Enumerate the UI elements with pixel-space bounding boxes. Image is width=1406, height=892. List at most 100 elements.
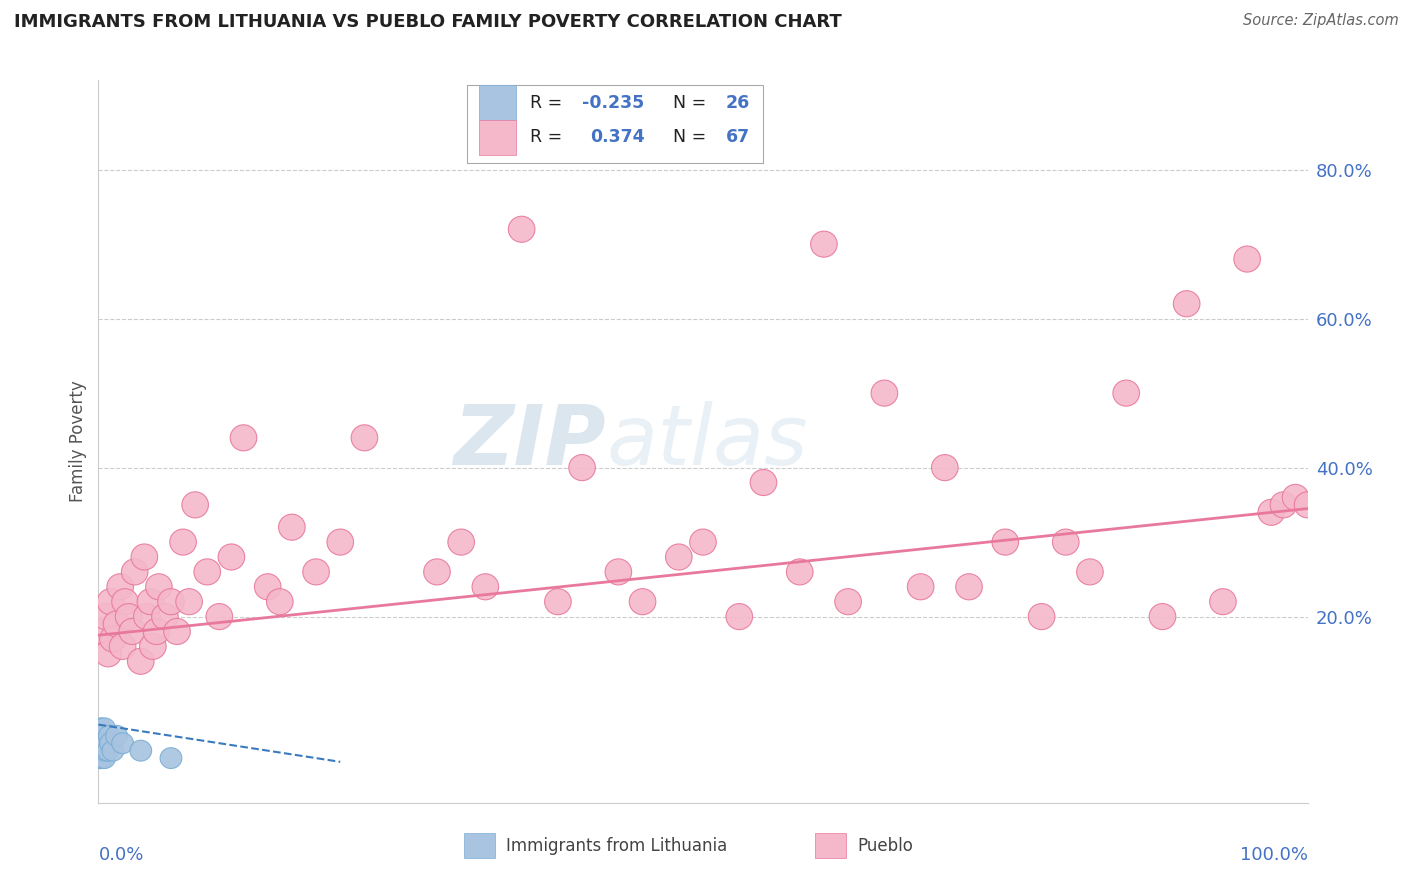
Ellipse shape [1258, 500, 1285, 525]
Ellipse shape [128, 648, 155, 674]
FancyBboxPatch shape [479, 86, 516, 120]
Ellipse shape [278, 514, 305, 541]
Ellipse shape [91, 740, 112, 761]
Ellipse shape [267, 589, 292, 615]
Ellipse shape [89, 740, 111, 761]
Ellipse shape [131, 544, 157, 570]
Ellipse shape [110, 633, 136, 659]
Ellipse shape [94, 733, 115, 754]
Ellipse shape [181, 491, 208, 518]
Ellipse shape [103, 611, 129, 637]
Ellipse shape [98, 725, 120, 747]
Ellipse shape [872, 380, 897, 406]
Ellipse shape [103, 740, 124, 761]
Ellipse shape [129, 740, 152, 761]
Ellipse shape [993, 529, 1018, 555]
Ellipse shape [1028, 604, 1054, 630]
Ellipse shape [93, 733, 114, 754]
Ellipse shape [121, 559, 148, 585]
Ellipse shape [93, 604, 120, 630]
FancyBboxPatch shape [479, 120, 516, 154]
Y-axis label: Family Poverty: Family Poverty [69, 381, 87, 502]
Ellipse shape [93, 740, 114, 761]
Ellipse shape [690, 529, 716, 555]
Ellipse shape [1282, 484, 1309, 510]
Ellipse shape [139, 633, 166, 659]
Ellipse shape [163, 618, 190, 645]
Ellipse shape [231, 425, 257, 450]
Text: 26: 26 [725, 94, 751, 112]
Ellipse shape [111, 733, 134, 754]
Ellipse shape [423, 559, 450, 585]
Ellipse shape [569, 455, 595, 481]
Ellipse shape [100, 626, 127, 652]
Ellipse shape [509, 216, 534, 243]
Ellipse shape [94, 740, 117, 761]
Ellipse shape [194, 559, 221, 585]
Ellipse shape [328, 529, 353, 555]
Ellipse shape [89, 725, 111, 747]
Ellipse shape [302, 559, 329, 585]
Ellipse shape [218, 544, 245, 570]
Ellipse shape [97, 589, 124, 615]
Ellipse shape [786, 559, 813, 585]
Ellipse shape [665, 544, 692, 570]
Ellipse shape [90, 718, 111, 739]
Ellipse shape [932, 455, 957, 481]
Ellipse shape [143, 618, 170, 645]
Ellipse shape [152, 604, 179, 630]
Text: atlas: atlas [606, 401, 808, 482]
Ellipse shape [90, 747, 111, 769]
Text: R =: R = [530, 94, 568, 112]
Ellipse shape [94, 747, 115, 769]
Ellipse shape [91, 618, 118, 645]
Ellipse shape [1234, 246, 1260, 272]
Ellipse shape [207, 604, 232, 630]
Ellipse shape [115, 604, 142, 630]
Ellipse shape [605, 559, 631, 585]
Ellipse shape [1053, 529, 1078, 555]
Ellipse shape [725, 604, 752, 630]
Ellipse shape [1174, 291, 1199, 317]
Ellipse shape [94, 640, 121, 667]
Text: 0.0%: 0.0% [98, 847, 143, 864]
Ellipse shape [1149, 604, 1175, 630]
Ellipse shape [1270, 491, 1296, 518]
Text: Pueblo: Pueblo [858, 837, 914, 855]
Ellipse shape [146, 574, 172, 599]
Text: 0.374: 0.374 [591, 128, 645, 146]
Text: ZIP: ZIP [454, 401, 606, 482]
Ellipse shape [96, 733, 118, 754]
Ellipse shape [90, 733, 111, 754]
Ellipse shape [111, 589, 138, 615]
Ellipse shape [89, 747, 111, 769]
Ellipse shape [1077, 559, 1104, 585]
Text: Immigrants from Lithuania: Immigrants from Lithuania [506, 837, 727, 855]
Ellipse shape [107, 574, 134, 599]
Ellipse shape [170, 529, 197, 555]
FancyBboxPatch shape [467, 86, 763, 163]
Ellipse shape [835, 589, 862, 615]
Ellipse shape [352, 425, 378, 450]
Text: -0.235: -0.235 [582, 94, 644, 112]
Text: N =: N = [672, 128, 711, 146]
Ellipse shape [89, 733, 111, 754]
Ellipse shape [630, 589, 655, 615]
Ellipse shape [176, 589, 202, 615]
Ellipse shape [90, 740, 111, 761]
Ellipse shape [100, 733, 121, 754]
Ellipse shape [91, 747, 112, 769]
Ellipse shape [105, 725, 128, 747]
Ellipse shape [120, 618, 146, 645]
Ellipse shape [544, 589, 571, 615]
Text: IMMIGRANTS FROM LITHUANIA VS PUEBLO FAMILY POVERTY CORRELATION CHART: IMMIGRANTS FROM LITHUANIA VS PUEBLO FAMI… [14, 13, 842, 31]
Ellipse shape [956, 574, 983, 599]
Text: Source: ZipAtlas.com: Source: ZipAtlas.com [1243, 13, 1399, 29]
Ellipse shape [907, 574, 934, 599]
Ellipse shape [94, 718, 115, 739]
Ellipse shape [138, 589, 163, 615]
Ellipse shape [751, 469, 776, 496]
Ellipse shape [157, 589, 184, 615]
Ellipse shape [91, 725, 112, 747]
Ellipse shape [254, 574, 281, 599]
